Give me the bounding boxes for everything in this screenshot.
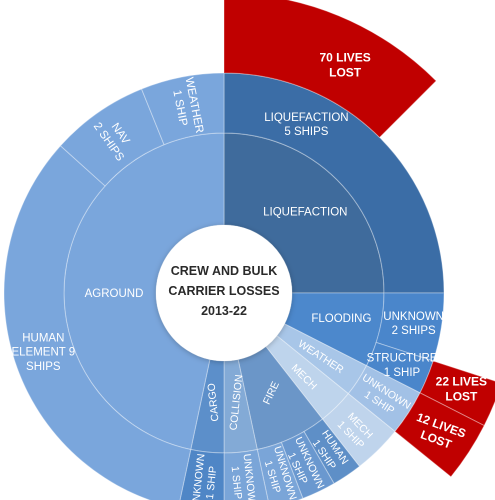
outer-label-aground-10: HUMAN ELEMENT 9 SHIPS — [11, 332, 75, 373]
center-hole: CREW AND BULK CARRIER LOSSES 2013-22 — [156, 225, 292, 361]
lives-lost-segment-liquefaction — [223, 0, 437, 139]
outer-segment-mech-4 — [321, 392, 396, 468]
inner-label-aground: AGROUND — [85, 288, 144, 300]
inner-label-collision: COLLISION — [228, 374, 246, 431]
inner-label-cargo: CARGO — [206, 383, 222, 423]
outer-label-liquefaction-0: LIQUEFACTION 5 SHIPS — [264, 112, 348, 138]
outer-segment-fire-6 — [280, 430, 335, 500]
outer-segment-liquefaction-0 — [223, 72, 445, 294]
outer-label-cargo-9: UNKNOWN1 SHIP — [190, 453, 221, 500]
outer-segment-aground-12 — [140, 72, 225, 146]
outer-label-flooding-1: UNKNOWN 2 SHIPS — [383, 311, 444, 337]
inner-label-flooding: FLOODING — [311, 313, 371, 325]
outer-segment-weather-3 — [347, 364, 421, 433]
lives-lost-label-structure: 22 LIVES LOST — [436, 374, 487, 403]
outer-segment-flooding-2 — [365, 341, 434, 394]
outer-segment-fire-7 — [256, 441, 304, 500]
center-title-line-1: CREW AND BULK — [171, 264, 277, 278]
lives-lost-label-liquefaction: 70 LIVES LOST — [319, 51, 370, 80]
outer-label-flooding-2: STRUCTURE 1 SHIP — [367, 353, 438, 379]
center-title-line-3: 2013-22 — [201, 304, 247, 318]
center-title-line-2: CARRIER LOSSES — [168, 284, 279, 298]
inner-label-liquefaction: LIQUEFACTION — [263, 207, 347, 219]
outer-label-collision-8: UNKNOWN1 SHIP — [227, 453, 258, 500]
outer-segment-fire-5 — [303, 418, 361, 485]
outer-segment-aground-10 — [3, 145, 192, 500]
lives-lost-segment-weather-unknown — [394, 392, 485, 478]
lives-lost-segment-structure — [419, 360, 495, 427]
